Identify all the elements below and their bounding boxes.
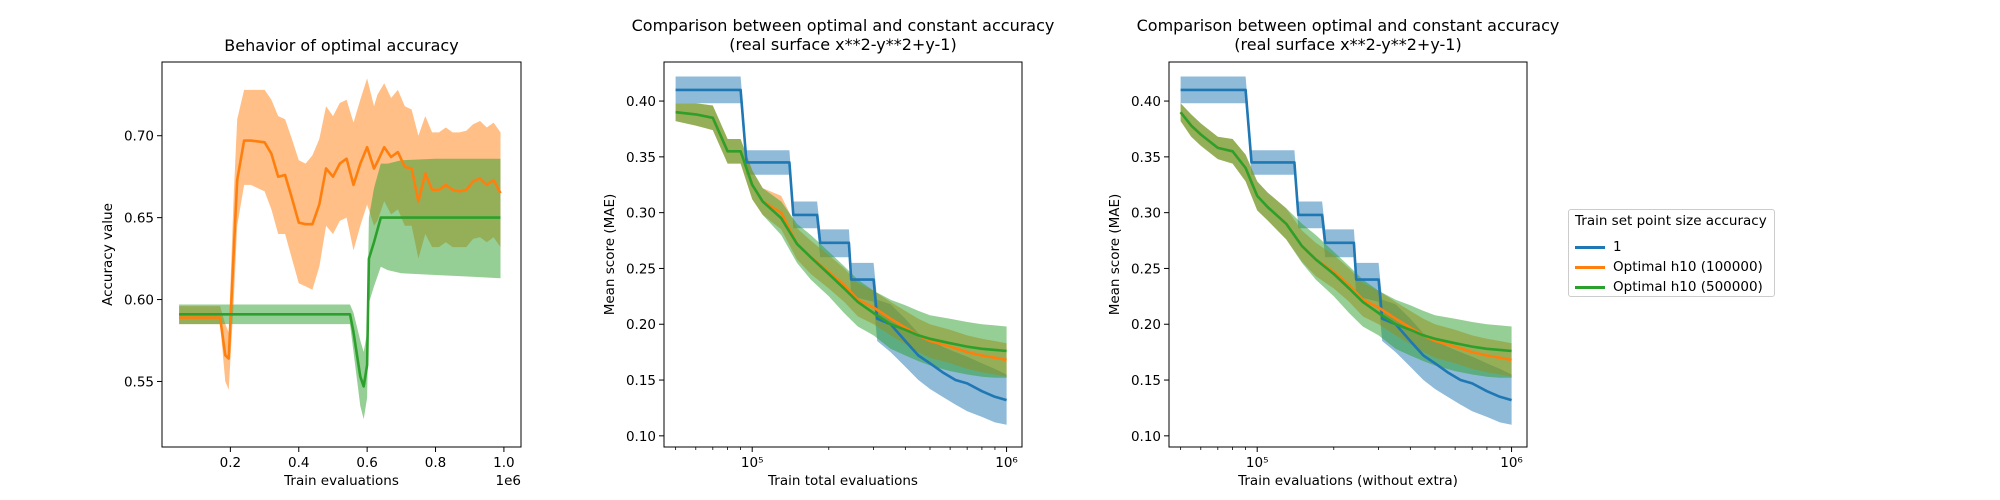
x-tick-label: 10⁵ xyxy=(741,455,764,471)
y-tick-label: 0.55 xyxy=(124,374,154,390)
y-tick-label: 0.30 xyxy=(626,206,656,222)
confidence-band-3 xyxy=(675,103,1007,378)
confidence-band-3 xyxy=(1180,103,1512,378)
confidence-band-1 xyxy=(179,78,501,390)
series-line-3 xyxy=(1179,111,1512,353)
y-axis-label: Mean score (MAE) xyxy=(1107,194,1123,316)
axes-frame xyxy=(161,61,522,448)
chart-title: Comparison between optimal and constant … xyxy=(632,16,1055,35)
legend-swatch-3 xyxy=(1575,285,1605,289)
legend-swatch-2 xyxy=(1575,265,1605,269)
x-tick-label: 0.6 xyxy=(356,455,377,471)
y-tick-label: 0.10 xyxy=(626,429,656,445)
series-line-1 xyxy=(675,88,1007,402)
y-tick-label: 0.20 xyxy=(626,317,656,333)
y-tick-label: 0.35 xyxy=(1131,150,1161,166)
chart-panel-3: 10⁵ 10⁶ 0.10 0.15 0.20 0.25 0.30 0.35 0.40 Train … xyxy=(1107,16,1559,489)
legend-swatch-1 xyxy=(1575,245,1605,249)
y-tick-label: 0.10 xyxy=(1131,429,1161,445)
y-tick-label: 0.65 xyxy=(124,211,154,227)
series-line-1 xyxy=(179,139,502,360)
y-tick-label: 0.30 xyxy=(1131,206,1161,222)
chart-title: Behavior of optimal accuracy xyxy=(224,36,458,55)
y-tick-label: 0.40 xyxy=(1131,94,1161,110)
chart-subtitle: (real surface x**2-y**2+y-1) xyxy=(729,35,956,54)
chart-panel-2: 10⁵ 10⁶ 0.10 0.15 0.20 0.25 0.30 0.35 0.40 Train … xyxy=(602,16,1054,489)
x-tick-label: 10⁶ xyxy=(1500,455,1523,471)
x-tick-label: 10⁵ xyxy=(1246,455,1269,471)
x-tick-label: 10⁶ xyxy=(995,455,1018,471)
y-tick-label: 0.70 xyxy=(124,129,154,145)
series-line-3 xyxy=(675,110,1007,353)
chart-subtitle: (real surface x**2-y**2+y-1) xyxy=(1234,35,1461,54)
y-tick-label: 0.25 xyxy=(626,261,656,277)
legend-label-1: 1 xyxy=(1613,239,1622,255)
chart-title: Comparison between optimal and constant … xyxy=(1137,16,1560,35)
legend-label-2: Optimal h10 (100000) xyxy=(1613,259,1763,275)
y-tick-label: 0.20 xyxy=(1131,317,1161,333)
y-tick-label: 0.15 xyxy=(1131,373,1161,389)
y-tick-label: 0.15 xyxy=(626,373,656,389)
y-axis-label: Mean score (MAE) xyxy=(602,194,618,316)
legend-item-1: 1 xyxy=(1575,237,1622,257)
series-line-2 xyxy=(179,216,501,388)
y-tick-label: 0.25 xyxy=(1131,261,1161,277)
y-tick-label: 0.60 xyxy=(124,293,154,309)
x-axis-label: Train evaluations (without extra) xyxy=(1237,473,1458,489)
plot-area xyxy=(179,78,502,420)
x-tick-label: 1.0 xyxy=(493,455,514,471)
x-axis-label: Train evaluations xyxy=(283,473,399,489)
axes-frame xyxy=(663,61,1023,448)
series-line-1 xyxy=(1180,88,1512,402)
confidence-band-1 xyxy=(1180,76,1512,425)
y-tick-label: 0.35 xyxy=(626,150,656,166)
legend-label-3: Optimal h10 (500000) xyxy=(1613,279,1763,295)
x-offset-label: 1e6 xyxy=(496,473,521,489)
legend-title: Train set point size accuracy xyxy=(1575,213,1767,229)
legend-item-3: Optimal h10 (500000) xyxy=(1575,277,1763,297)
x-tick-label: 0.4 xyxy=(288,455,309,471)
confidence-band-2 xyxy=(179,158,501,420)
plot-area xyxy=(1179,76,1512,425)
plot-area xyxy=(675,76,1007,425)
x-axis-label: Train total evaluations xyxy=(767,473,918,489)
y-axis-label: Accuracy value xyxy=(100,203,116,306)
y-tick-label: 0.40 xyxy=(626,94,656,110)
legend-item-2: Optimal h10 (100000) xyxy=(1575,257,1763,277)
x-tick-label: 0.8 xyxy=(425,455,446,471)
x-tick-label: 0.2 xyxy=(220,455,241,471)
confidence-band-1 xyxy=(675,76,1007,425)
chart-panel-1: 0.2 0.4 0.6 0.8 1.0 0.55 0.60 0.65 0.70 1e6 Train … xyxy=(100,36,522,489)
legend: Train set point size accuracy 1 Optimal … xyxy=(1568,209,1775,297)
axes-frame xyxy=(1168,61,1528,448)
